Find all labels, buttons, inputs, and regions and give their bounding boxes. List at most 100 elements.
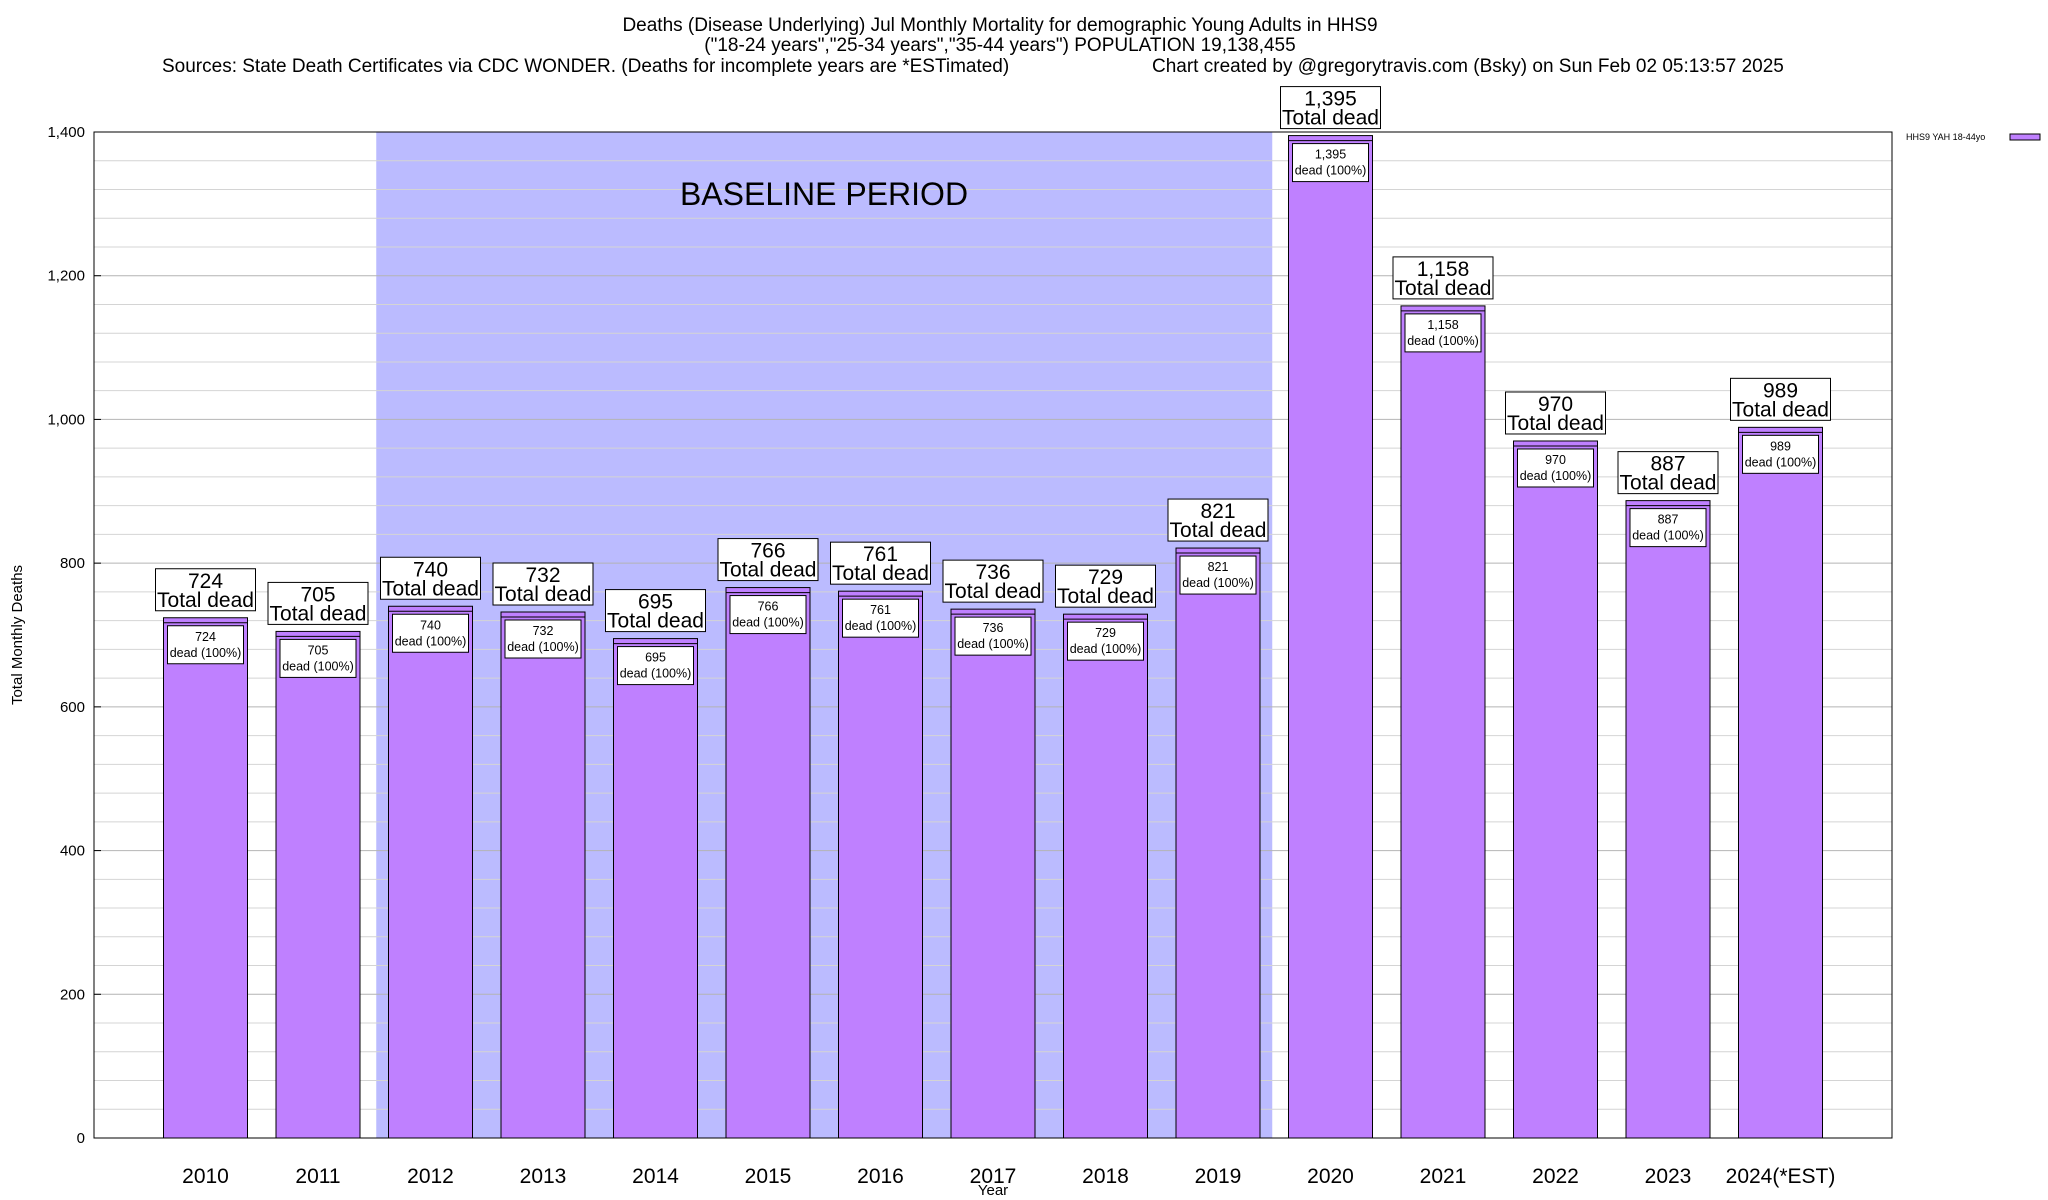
inner-value-label: 970 xyxy=(1545,453,1566,467)
bar xyxy=(838,590,923,1139)
inner-value-label: 989 xyxy=(1770,439,1791,453)
top-label-box xyxy=(267,581,369,625)
inner-label-box xyxy=(729,595,807,635)
chart-titles: Deaths (Disease Underlying) Jul Monthly … xyxy=(162,15,1784,77)
top-total-label: Total dead xyxy=(607,610,704,633)
bar xyxy=(1175,547,1261,1139)
y-tick-label: 600 xyxy=(60,699,85,716)
bar xyxy=(1625,500,1711,1139)
y-tick-label: 1,400 xyxy=(47,124,85,141)
top-value-label: 695 xyxy=(638,591,673,614)
top-total-label: Total dead xyxy=(1395,277,1492,300)
x-tick-label: 2015 xyxy=(745,1165,792,1188)
bar xyxy=(388,605,473,1139)
x-tick-label: 2018 xyxy=(1082,1165,1129,1188)
x-tick-label: 2013 xyxy=(520,1165,567,1188)
top-label-box xyxy=(605,589,706,633)
top-total-label: Total dead xyxy=(1170,519,1267,542)
top-total-label: Total dead xyxy=(382,577,479,600)
legend-label: HHS9 YAH 18-44yo xyxy=(1906,132,1985,142)
legend-swatch xyxy=(2009,133,2041,141)
x-tick-label: 2012 xyxy=(407,1165,454,1188)
bar xyxy=(950,608,1036,1139)
x-tick-label: 2014 xyxy=(632,1165,679,1188)
inner-percent-label: dead (100%) xyxy=(1182,576,1254,590)
top-label-box xyxy=(1280,86,1381,130)
top-value-label: 736 xyxy=(975,561,1010,584)
bar xyxy=(725,587,811,1139)
baseline-period-label: BASELINE PERIOD xyxy=(680,176,968,212)
x-tick-label: 2023 xyxy=(1645,1165,1692,1188)
top-label-box xyxy=(830,541,931,585)
x-tick-label: 2024(*EST) xyxy=(1726,1165,1836,1188)
inner-value-label: 761 xyxy=(870,603,891,617)
top-label-box xyxy=(380,556,481,600)
inner-percent-label: dead (100%) xyxy=(845,619,917,633)
top-value-label: 989 xyxy=(1763,379,1798,402)
chart-bars xyxy=(163,135,1823,1139)
top-value-label: 1,395 xyxy=(1304,88,1357,111)
inner-label-box xyxy=(1404,313,1482,353)
x-tick-label: 2010 xyxy=(182,1165,229,1188)
x-tick-label: 2017 xyxy=(970,1165,1017,1188)
top-total-label: Total dead xyxy=(1057,585,1154,608)
inner-value-label: 705 xyxy=(308,643,329,657)
top-label-box xyxy=(155,568,256,612)
y-tick-label: 1,200 xyxy=(47,268,85,285)
bar xyxy=(1738,426,1823,1139)
y-tick-label: 0 xyxy=(77,1130,85,1147)
inner-value-label: 695 xyxy=(645,651,666,665)
bar xyxy=(1513,440,1598,1139)
inner-value-label: 724 xyxy=(195,630,216,644)
bar xyxy=(163,617,248,1139)
top-total-label: Total dead xyxy=(945,580,1042,603)
inner-label-box xyxy=(1629,508,1707,548)
top-total-label: Total dead xyxy=(1282,107,1379,130)
inner-value-label: 732 xyxy=(533,624,554,638)
chart-annotations: BASELINE PERIOD HHS9 YAH 18-44yo 724 dead (… xyxy=(155,86,2041,686)
inner-label-box xyxy=(1067,621,1144,661)
y-tick-label: 200 xyxy=(60,986,85,1003)
top-label-box xyxy=(1505,391,1606,435)
y-tick-label: 1,000 xyxy=(47,411,85,428)
inner-value-label: 740 xyxy=(420,618,441,632)
top-total-label: Total dead xyxy=(1620,472,1717,495)
inner-percent-label: dead (100%) xyxy=(732,616,804,630)
chart-source: Sources: State Death Certificates via CD… xyxy=(162,56,1009,77)
inner-label-box xyxy=(1179,555,1257,595)
inner-value-label: 1,395 xyxy=(1315,148,1346,162)
top-value-label: 724 xyxy=(188,570,223,593)
bar xyxy=(1063,613,1148,1139)
x-tick-label: 2020 xyxy=(1307,1165,1354,1188)
top-value-label: 821 xyxy=(1200,500,1235,523)
bar xyxy=(613,638,698,1139)
top-value-label: 761 xyxy=(863,543,898,566)
top-label-box xyxy=(1167,498,1269,542)
inner-percent-label: dead (100%) xyxy=(1745,455,1817,469)
inner-percent-label: dead (100%) xyxy=(1070,642,1142,656)
top-total-label: Total dead xyxy=(1507,412,1604,435)
inner-value-label: 729 xyxy=(1095,626,1116,640)
x-tick-label: 2016 xyxy=(857,1165,904,1188)
top-label-box xyxy=(1617,451,1719,495)
inner-label-box xyxy=(167,625,244,665)
y-axis-label: Total Monthly Deaths xyxy=(9,565,26,705)
chart-title-line2: ("18-24 years","25-34 years","35-44 year… xyxy=(704,35,1295,56)
top-value-label: 970 xyxy=(1538,393,1573,416)
inner-label-box xyxy=(842,598,919,638)
inner-percent-label: dead (100%) xyxy=(1295,164,1367,178)
bar xyxy=(1400,305,1486,1139)
y-tick-label: 800 xyxy=(60,555,85,572)
inner-value-label: 1,158 xyxy=(1427,318,1458,332)
inner-label-box xyxy=(954,616,1032,656)
inner-label-box xyxy=(617,646,694,686)
top-total-label: Total dead xyxy=(270,602,367,625)
bar xyxy=(1288,135,1373,1139)
inner-percent-label: dead (100%) xyxy=(1632,529,1704,543)
top-total-label: Total dead xyxy=(157,589,254,612)
top-total-label: Total dead xyxy=(1732,398,1829,421)
chart-title-line1: Deaths (Disease Underlying) Jul Monthly … xyxy=(622,15,1377,36)
bar xyxy=(275,630,361,1139)
top-value-label: 766 xyxy=(750,540,785,563)
